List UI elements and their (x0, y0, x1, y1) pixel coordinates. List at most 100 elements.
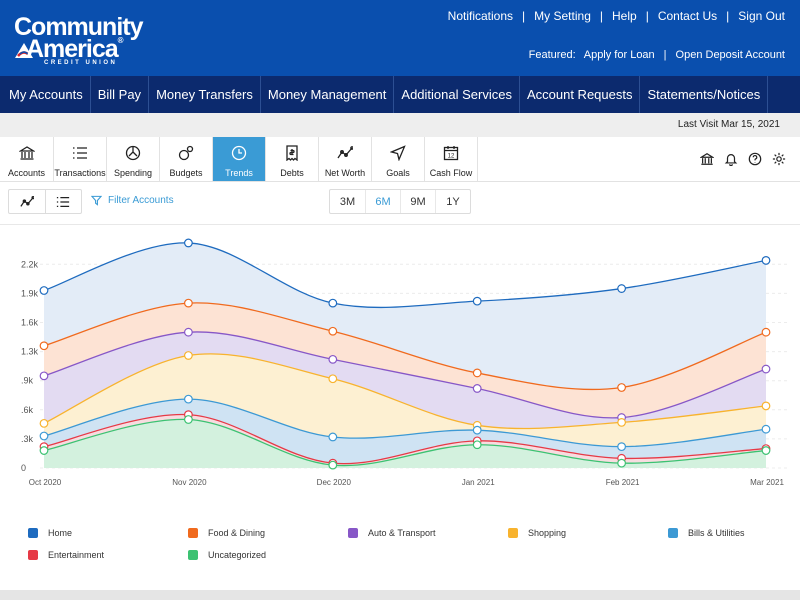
logo-credit-union: CREDIT UNION (44, 60, 118, 66)
legend-label: Shopping (528, 528, 567, 538)
point-food-dining (761, 327, 771, 337)
sign-out-link[interactable]: Sign Out (738, 9, 785, 23)
legend-item-auto-transport[interactable]: Auto & Transport (348, 528, 436, 538)
svg-text:12: 12 (448, 154, 455, 160)
header: Community America® CREDIT UNION Notifica… (0, 0, 800, 76)
filter-accounts[interactable]: Filter Accounts (91, 195, 174, 206)
bank-icon[interactable] (700, 152, 714, 166)
tab-debts[interactable]: Debts (266, 137, 319, 181)
point-home (472, 296, 482, 306)
period-selector: 3M 6M 9M 1Y (329, 189, 471, 214)
y-tick-label: 1.9k (21, 288, 39, 298)
period-1y-button[interactable]: 1Y (434, 190, 470, 213)
tab-budgets[interactable]: Budgets (160, 137, 213, 181)
nav-my-accounts[interactable]: My Accounts (0, 76, 91, 113)
notifications-link[interactable]: Notifications (447, 9, 514, 23)
legend-swatch (508, 528, 518, 538)
open-deposit-account-link[interactable]: Open Deposit Account (675, 49, 785, 61)
tool-icons (700, 152, 786, 166)
line-food-dining (43, 302, 767, 391)
my-setting-link[interactable]: My Setting (534, 9, 591, 23)
x-tick-label: Jan 2021 (462, 478, 495, 487)
legend-item-home[interactable]: Home (28, 528, 72, 538)
community-america-logo[interactable]: Community America® CREDIT UNION (14, 12, 154, 70)
tab-spending[interactable]: Spending (107, 137, 160, 181)
nav-account-requests[interactable]: Account Requests (520, 76, 641, 113)
legend-item-uncategorized[interactable]: Uncategorized (188, 550, 266, 560)
point-food-dining (39, 341, 49, 351)
list-icon (72, 145, 88, 161)
point-uncategorized (183, 415, 193, 424)
contact-us-link[interactable]: Contact Us (657, 9, 718, 23)
budgets-icon (178, 145, 194, 161)
tab-cash-flow[interactable]: 12 Cash Flow (425, 137, 478, 181)
nav-additional-services[interactable]: Additional Services (394, 76, 520, 113)
point-bills-utilities (472, 425, 482, 435)
main-nav: My Accounts Bill Pay Money Transfers Mon… (0, 76, 800, 113)
tab-label: Net Worth (324, 168, 366, 178)
bell-icon[interactable] (724, 152, 738, 166)
legend-swatch (28, 550, 38, 560)
tab-trends[interactable]: Trends (213, 137, 266, 181)
point-bills-utilities (328, 432, 338, 442)
nav-bill-pay[interactable]: Bill Pay (91, 76, 150, 113)
net-worth-icon (337, 145, 353, 161)
legend-item-entertainment[interactable]: Entertainment (28, 550, 104, 560)
period-6m-button[interactable]: 6M (364, 190, 400, 213)
nav-money-management[interactable]: Money Management (261, 76, 395, 113)
last-visit-bar: Last Visit Mar 15, 2021 (0, 113, 800, 137)
last-visit: Last Visit Mar 15, 2021 (677, 119, 780, 130)
logo-flag-icon (15, 43, 33, 58)
receipt-icon (284, 145, 300, 161)
tab-transactions[interactable]: Transactions (54, 137, 107, 181)
help-icon[interactable] (748, 152, 762, 166)
apply-for-loan-link[interactable]: Apply for Loan (583, 49, 655, 61)
y-tick-label: 1.6k (21, 318, 39, 328)
tab-label: Cash Flow (429, 168, 473, 178)
point-food-dining (183, 298, 193, 308)
top-links: Notifications | My Setting | Help | Contact… (448, 9, 785, 23)
point-bills-utilities (39, 431, 49, 441)
help-link[interactable]: Help (612, 9, 637, 23)
y-tick-label: .3k (21, 434, 34, 444)
legend-item-food-dining[interactable]: Food & Dining (188, 528, 265, 538)
legend-item-bills-utilities[interactable]: Bills & Utilities (668, 528, 745, 538)
series-areas (44, 242, 766, 468)
point-shopping (328, 374, 338, 384)
point-uncategorized (761, 446, 771, 455)
legend-item-shopping[interactable]: Shopping (508, 528, 566, 538)
nav-money-transfers[interactable]: Money Transfers (149, 76, 261, 113)
chart-view-button[interactable] (9, 190, 45, 213)
point-shopping (761, 401, 771, 411)
tab-label: Goals (386, 168, 410, 178)
y-tick-label: 1.3k (21, 347, 39, 357)
clock-icon (231, 145, 247, 161)
gear-icon[interactable] (772, 152, 786, 166)
point-uncategorized (617, 458, 626, 468)
legend-label: Food & Dining (208, 528, 266, 538)
point-food-dining (617, 383, 626, 392)
tab-accounts[interactable]: Accounts (0, 137, 54, 181)
point-uncategorized (328, 460, 338, 470)
separator: | (645, 9, 649, 23)
nav-statements-notices[interactable]: Statements/Notices (640, 76, 769, 113)
tab-net-worth[interactable]: Net Worth (319, 137, 372, 181)
x-axis: Oct 2020 Nov 2020 Dec 2020 Jan 2021 Feb 2021… (29, 478, 785, 487)
spending-icon (125, 145, 141, 161)
line-auto-transport (43, 331, 767, 419)
period-9m-button[interactable]: 9M (399, 190, 435, 213)
separator: | (599, 9, 603, 23)
tab-goals[interactable]: Goals (372, 137, 425, 181)
y-tick-label: 2.2k (21, 259, 39, 269)
separator: | (522, 9, 526, 23)
trends-area-chart: 0 .3k .6k .9k 1.3k 1.6k 1.9k 2.2k Oct 2020 Nov 20… (21, 238, 790, 487)
period-3m-button[interactable]: 3M (339, 195, 356, 208)
line-entertainment (43, 413, 767, 465)
list-view-button[interactable] (44, 190, 81, 213)
legend-swatch (188, 550, 198, 560)
x-tick-label: Nov 2020 (172, 478, 207, 487)
legend-swatch (28, 528, 38, 538)
x-tick-label: Oct 2020 (29, 478, 62, 487)
x-tick-label: Feb 2021 (606, 478, 640, 487)
point-home (617, 284, 626, 293)
